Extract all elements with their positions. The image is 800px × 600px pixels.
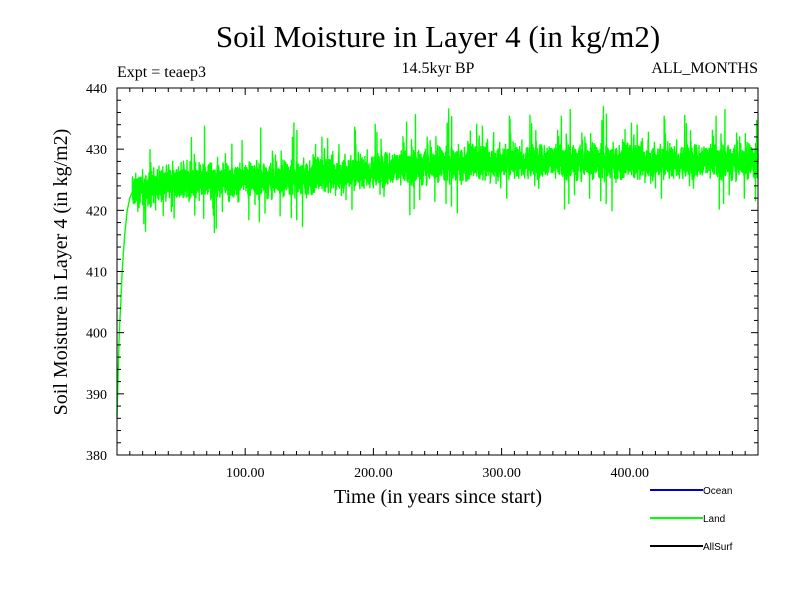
- experiment-label: Expt = teaep3: [117, 64, 206, 81]
- x-tick-label: 100.00: [226, 466, 265, 481]
- plot-frame: [116, 87, 759, 456]
- x-tick-label: 200.00: [354, 466, 393, 481]
- y-tick-label: 440: [86, 82, 107, 97]
- legend-label-allsurf: AllSurf: [703, 542, 733, 553]
- period-label: 14.5kyr BP: [402, 60, 475, 77]
- legend-label-land: Land: [703, 514, 725, 525]
- x-tick-label: 300.00: [482, 466, 521, 481]
- months-label: ALL_MONTHS: [651, 60, 758, 77]
- land-series-line: [116, 105, 759, 419]
- y-tick-label: 400: [86, 327, 107, 342]
- y-tick-label: 380: [86, 449, 107, 464]
- axes-layer: 380 390 400 410 420 430 440 100.00 200.00 300.00 4…: [86, 82, 759, 481]
- chart-title: Soil Moisture in Layer 4 (in kg/m2): [216, 19, 660, 54]
- x-tick-label: 400.00: [611, 466, 650, 481]
- y-axis-label: Soil Moisture in Layer 4 (in kg/m2): [50, 129, 72, 416]
- legend: Ocean Land AllSurf: [650, 486, 733, 553]
- y-tick-label: 420: [86, 204, 107, 219]
- x-axis-label: Time (in years since start): [334, 486, 542, 508]
- data-layer: [116, 105, 759, 419]
- legend-label-ocean: Ocean: [703, 486, 732, 497]
- y-tick-label: 390: [86, 388, 107, 403]
- y-tick-label: 430: [86, 143, 107, 158]
- y-tick-label: 410: [86, 266, 107, 281]
